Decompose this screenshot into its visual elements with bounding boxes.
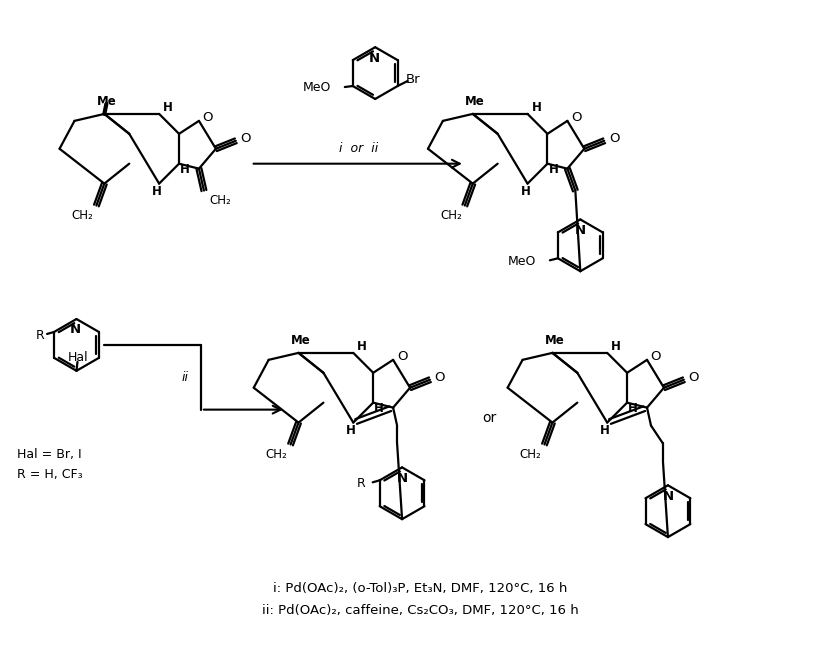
Text: H: H <box>346 424 356 437</box>
Text: H: H <box>612 340 621 353</box>
Text: ii: ii <box>182 371 189 384</box>
Text: Me: Me <box>97 96 116 109</box>
Text: ii: Pd(OAc)₂, caffeine, Cs₂CO₃, DMF, 120°C, 16 h: ii: Pd(OAc)₂, caffeine, Cs₂CO₃, DMF, 120… <box>261 604 579 617</box>
Text: N: N <box>575 224 585 237</box>
Text: O: O <box>202 111 213 124</box>
Text: H: H <box>357 340 367 353</box>
Text: i: Pd(OAc)₂, (o-Tol)₃P, Et₃N, DMF, 120°C, 16 h: i: Pd(OAc)₂, (o-Tol)₃P, Et₃N, DMF, 120°C… <box>273 582 567 595</box>
Text: Me: Me <box>465 96 485 109</box>
Text: R: R <box>36 329 45 342</box>
Text: Me: Me <box>291 334 311 347</box>
Text: MeO: MeO <box>302 80 331 94</box>
Text: H: H <box>601 424 610 437</box>
Text: O: O <box>689 371 699 384</box>
Text: H: H <box>180 163 190 176</box>
Text: CH₂: CH₂ <box>209 194 231 207</box>
Text: H: H <box>163 102 173 115</box>
Text: CH₂: CH₂ <box>520 448 542 461</box>
Text: H: H <box>549 163 559 176</box>
Text: O: O <box>396 351 407 364</box>
Text: N: N <box>663 490 674 503</box>
Text: N: N <box>396 472 407 485</box>
Text: H: H <box>532 102 542 115</box>
Text: N: N <box>70 324 81 336</box>
Text: CH₂: CH₂ <box>440 209 462 222</box>
Text: Me: Me <box>544 334 564 347</box>
Text: H: H <box>628 402 638 415</box>
Text: Br: Br <box>407 72 421 85</box>
Text: H: H <box>375 402 384 415</box>
Text: CH₂: CH₂ <box>71 209 93 222</box>
Text: O: O <box>240 132 251 146</box>
Text: O: O <box>609 132 619 146</box>
Text: O: O <box>434 371 445 384</box>
Text: R: R <box>357 477 365 490</box>
Text: i  or  ii: i or ii <box>339 142 378 155</box>
Text: H: H <box>152 185 162 198</box>
Text: O: O <box>651 351 661 364</box>
Text: Hal = Br, I: Hal = Br, I <box>17 448 81 461</box>
Text: O: O <box>571 111 581 124</box>
Text: or: or <box>482 411 496 424</box>
Text: MeO: MeO <box>507 255 536 268</box>
Text: N: N <box>369 52 380 65</box>
Text: R = H, CF₃: R = H, CF₃ <box>17 468 82 481</box>
Text: H: H <box>521 185 531 198</box>
Text: CH₂: CH₂ <box>265 448 287 461</box>
Text: Hal: Hal <box>68 351 89 364</box>
